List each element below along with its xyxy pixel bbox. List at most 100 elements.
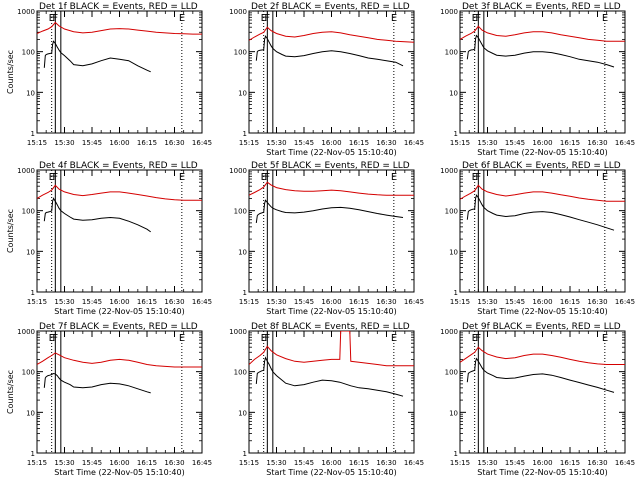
marker-label: E <box>179 13 185 24</box>
marker-label: E <box>179 333 185 344</box>
y-tick-label: 100 <box>234 369 247 377</box>
x-tick-label: 16:15 <box>560 298 580 306</box>
x-axis-label: Start Time (22-Nov-05 15:10:40) <box>54 468 184 477</box>
x-tick-label: 15:30 <box>477 459 497 467</box>
marker-label: E <box>602 13 608 24</box>
events-series-line <box>43 197 151 233</box>
y-tick-label: 10 <box>26 409 35 417</box>
x-tick-label: 16:45 <box>404 139 424 147</box>
marker-label: E <box>391 13 397 24</box>
x-tick-label: 16:00 <box>321 139 341 147</box>
x-tick-label: 15:15 <box>239 459 259 467</box>
lld-series-line <box>249 331 414 367</box>
panel-title: Det 8f BLACK = Events, RED = LLD <box>251 322 410 332</box>
marker-label: F <box>264 333 270 344</box>
x-tick-label: 16:15 <box>137 459 157 467</box>
y-tick-label: 1 <box>243 289 247 297</box>
y-tick-label: 100 <box>234 49 247 57</box>
lld-series-line <box>249 26 414 43</box>
events-series-line <box>255 199 404 223</box>
x-axis-label: Start Time (22-Nov-05 15:10:40) <box>266 468 396 477</box>
lightcurve-panel: Det 2f BLACK = Events, RED = LLD 1 10 100 10… <box>229 2 424 157</box>
y-tick-label: 10 <box>238 409 247 417</box>
marker-label: F <box>264 13 270 24</box>
y-tick-label: 10 <box>449 89 458 97</box>
x-tick-label: 16:45 <box>615 298 635 306</box>
y-tick-label: 10 <box>238 248 247 256</box>
x-tick-label: 15:30 <box>54 459 74 467</box>
plot-frame <box>36 330 203 454</box>
y-tick-label: 1000 <box>440 167 458 175</box>
lightcurve-panel: Det 6f BLACK = Events, RED = LLD 1 10 100 10… <box>440 161 635 316</box>
events-series-line <box>466 34 615 68</box>
lightcurve-panel: Det 4f BLACK = Events, RED = LLD 1 10 100 10… <box>6 161 212 316</box>
x-axis-label: Start Time (22-Nov-05 15:10:40) <box>477 307 607 316</box>
marker-label: F <box>475 333 481 344</box>
x-tick-label: 16:00 <box>321 459 341 467</box>
x-tick-label: 16:00 <box>109 459 129 467</box>
x-tick-label: 15:15 <box>450 459 470 467</box>
y-tick-label: 10 <box>26 89 35 97</box>
marker-label: F <box>52 333 58 344</box>
x-tick-label: 16:30 <box>164 139 184 147</box>
x-tick-label: 15:15 <box>27 298 47 306</box>
x-tick-label: 15:30 <box>266 459 286 467</box>
plot-frame <box>248 169 415 293</box>
events-series-line <box>43 372 151 394</box>
x-tick-label: 16:45 <box>192 139 212 147</box>
x-tick-label: 16:45 <box>615 459 635 467</box>
x-tick-label: 15:45 <box>294 298 314 306</box>
x-tick-label: 15:15 <box>450 139 470 147</box>
panel-title: Det 5f BLACK = Events, RED = LLD <box>251 161 410 171</box>
x-tick-label: 16:00 <box>532 459 552 467</box>
marker-label: E <box>179 172 185 183</box>
plot-frame <box>459 169 626 293</box>
marker-label: F <box>264 172 270 183</box>
x-tick-label: 16:15 <box>349 459 369 467</box>
y-tick-label: 1 <box>243 130 247 138</box>
events-series-line <box>255 35 404 67</box>
lightcurve-panel: Det 8f BLACK = Events, RED = LLD 1 10 100 10… <box>229 322 424 477</box>
x-tick-label: 15:45 <box>505 139 525 147</box>
x-tick-label: 16:30 <box>587 459 607 467</box>
x-tick-label: 16:30 <box>164 459 184 467</box>
y-axis-label: Counts/sec <box>6 50 15 94</box>
x-tick-label: 16:30 <box>376 139 396 147</box>
panel-title: Det 3f BLACK = Events, RED = LLD <box>462 2 621 12</box>
marker-label: E <box>49 13 55 24</box>
lld-series-line <box>37 352 202 368</box>
marker-label: E <box>49 172 55 183</box>
lightcurve-panel: Det 5f BLACK = Events, RED = LLD 1 10 100 10… <box>229 161 424 316</box>
y-tick-label: 1000 <box>229 8 247 16</box>
y-axis-label: Counts/sec <box>6 370 15 414</box>
x-tick-label: 16:45 <box>615 139 635 147</box>
y-tick-label: 1000 <box>17 328 35 336</box>
y-tick-label: 1000 <box>17 8 35 16</box>
lld-series-line <box>37 184 202 201</box>
x-tick-label: 16:15 <box>137 139 157 147</box>
y-tick-label: 10 <box>449 409 458 417</box>
marker-label: E <box>602 333 608 344</box>
x-tick-label: 16:30 <box>587 298 607 306</box>
events-series-line <box>43 40 151 73</box>
x-tick-label: 16:30 <box>376 459 396 467</box>
y-tick-label: 1 <box>454 450 458 458</box>
x-tick-label: 15:15 <box>27 459 47 467</box>
x-tick-label: 16:15 <box>560 459 580 467</box>
x-tick-label: 15:15 <box>239 139 259 147</box>
x-tick-label: 15:45 <box>294 139 314 147</box>
x-tick-label: 15:45 <box>505 298 525 306</box>
y-tick-label: 10 <box>449 248 458 256</box>
marker-label: E <box>602 172 608 183</box>
x-tick-label: 15:30 <box>477 139 497 147</box>
x-tick-label: 15:30 <box>54 139 74 147</box>
y-tick-label: 100 <box>22 208 35 216</box>
x-tick-label: 15:45 <box>505 459 525 467</box>
x-axis-label: Start Time (22-Nov-05 15:10:40) <box>266 148 396 157</box>
marker-label: F <box>52 13 58 24</box>
events-series-line <box>466 194 615 231</box>
plot-frame <box>36 169 203 293</box>
panel-title: Det 7f BLACK = Events, RED = LLD <box>39 322 198 332</box>
x-tick-label: 16:30 <box>587 139 607 147</box>
y-tick-label: 1 <box>243 450 247 458</box>
